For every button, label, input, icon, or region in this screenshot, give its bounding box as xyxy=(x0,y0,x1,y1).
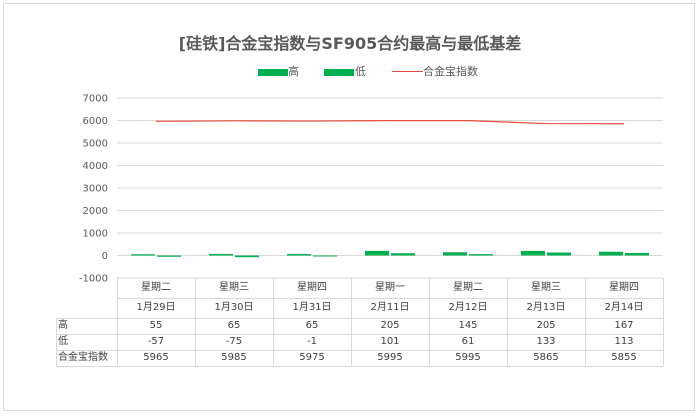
legend: 高 低 合金宝指数 xyxy=(0,64,700,80)
legend-label-low: 低 xyxy=(355,65,366,78)
chart-title: [硅铁]合金宝指数与SF905合约最高与最低基差 xyxy=(178,34,522,53)
y-tick-label: 3000 xyxy=(83,184,108,195)
bar-high xyxy=(365,250,389,256)
bar-high xyxy=(599,251,623,256)
table-cell-low: 113 xyxy=(614,336,634,347)
x-tick-weekday: 星期三 xyxy=(531,282,561,293)
table-cell-index: 5985 xyxy=(221,352,247,363)
table-hline xyxy=(56,350,663,351)
legend-swatch-index xyxy=(392,71,423,72)
bar-low xyxy=(313,255,337,257)
bar-high xyxy=(287,254,311,256)
table-cell-high: 205 xyxy=(536,320,556,331)
table-cell-high: 167 xyxy=(614,320,634,331)
table-cell-index: 5995 xyxy=(455,352,481,363)
table-cell-index: 5965 xyxy=(143,352,169,363)
bar-high xyxy=(443,252,467,256)
table-hline xyxy=(56,366,663,367)
table-cell-high: 55 xyxy=(149,320,163,331)
table-cell-index: 5975 xyxy=(299,352,325,363)
y-tick-label: 6000 xyxy=(83,116,108,127)
row-header-low: 低 xyxy=(58,336,68,347)
table-cell-high: 145 xyxy=(458,320,478,331)
table-cell-low: 61 xyxy=(461,336,475,347)
y-tick-label: -1000 xyxy=(79,274,108,285)
table-vline xyxy=(56,318,57,366)
legend-label-index: 合金宝指数 xyxy=(423,65,478,78)
bar-low xyxy=(391,253,415,256)
bar-low xyxy=(625,252,649,256)
x-tick-weekday: 星期四 xyxy=(609,282,639,293)
table-vline xyxy=(429,278,430,366)
row-header-index: 合金宝指数 xyxy=(58,352,108,363)
table-cell-high: 65 xyxy=(305,320,319,331)
table-hline xyxy=(117,298,663,299)
table-cell-low: -1 xyxy=(307,336,317,347)
legend-swatch-high xyxy=(258,69,288,76)
table-vline xyxy=(117,278,118,366)
table-cell-high: 65 xyxy=(227,320,241,331)
table-cell-high: 205 xyxy=(380,320,400,331)
table-vline xyxy=(507,278,508,366)
x-tick-weekday: 星期二 xyxy=(141,282,171,293)
x-tick-weekday: 星期一 xyxy=(375,282,405,293)
table-cell-low: 101 xyxy=(380,336,400,347)
table-cell-index: 5995 xyxy=(377,352,403,363)
bar-high xyxy=(521,250,545,256)
y-tick-label: 5000 xyxy=(83,139,108,150)
bar-high xyxy=(131,254,155,256)
x-tick-date: 1月29日 xyxy=(136,302,176,313)
table-hline xyxy=(56,318,663,319)
x-tick-date: 2月12日 xyxy=(448,302,488,313)
y-tick-label: 7000 xyxy=(83,94,108,105)
bar-low xyxy=(157,255,181,257)
table-cell-index: 5855 xyxy=(611,352,637,363)
table-cell-low: -57 xyxy=(147,336,165,347)
x-tick-date: 1月31日 xyxy=(292,302,332,313)
series-line-index xyxy=(155,120,625,125)
table-cell-index: 5865 xyxy=(533,352,559,363)
x-tick-weekday: 星期二 xyxy=(453,282,483,293)
x-tick-date: 2月13日 xyxy=(526,302,566,313)
table-hline xyxy=(56,334,663,335)
table-vline xyxy=(351,278,352,366)
table-vline xyxy=(585,278,586,366)
x-tick-weekday: 星期四 xyxy=(297,282,327,293)
table-vline xyxy=(273,278,274,366)
y-tick-label: 2000 xyxy=(83,206,108,217)
bar-low xyxy=(469,254,493,256)
table-cell-low: 133 xyxy=(536,336,556,347)
y-tick-label: 0 xyxy=(102,251,108,262)
table-vline xyxy=(663,278,664,366)
table-vline xyxy=(195,278,196,366)
bar-low xyxy=(235,255,259,258)
x-tick-date: 1月30日 xyxy=(214,302,254,313)
row-header-high: 高 xyxy=(58,320,68,331)
bar-high xyxy=(209,254,233,256)
y-tick-label: 1000 xyxy=(83,229,108,240)
x-tick-date: 2月11日 xyxy=(370,302,410,313)
table-cell-low: -75 xyxy=(225,336,243,347)
legend-swatch-low xyxy=(324,69,354,76)
y-tick-label: 4000 xyxy=(83,161,108,172)
bar-low xyxy=(547,252,571,256)
x-tick-weekday: 星期三 xyxy=(219,282,249,293)
x-tick-date: 2月14日 xyxy=(604,302,644,313)
legend-label-high: 高 xyxy=(288,65,299,78)
